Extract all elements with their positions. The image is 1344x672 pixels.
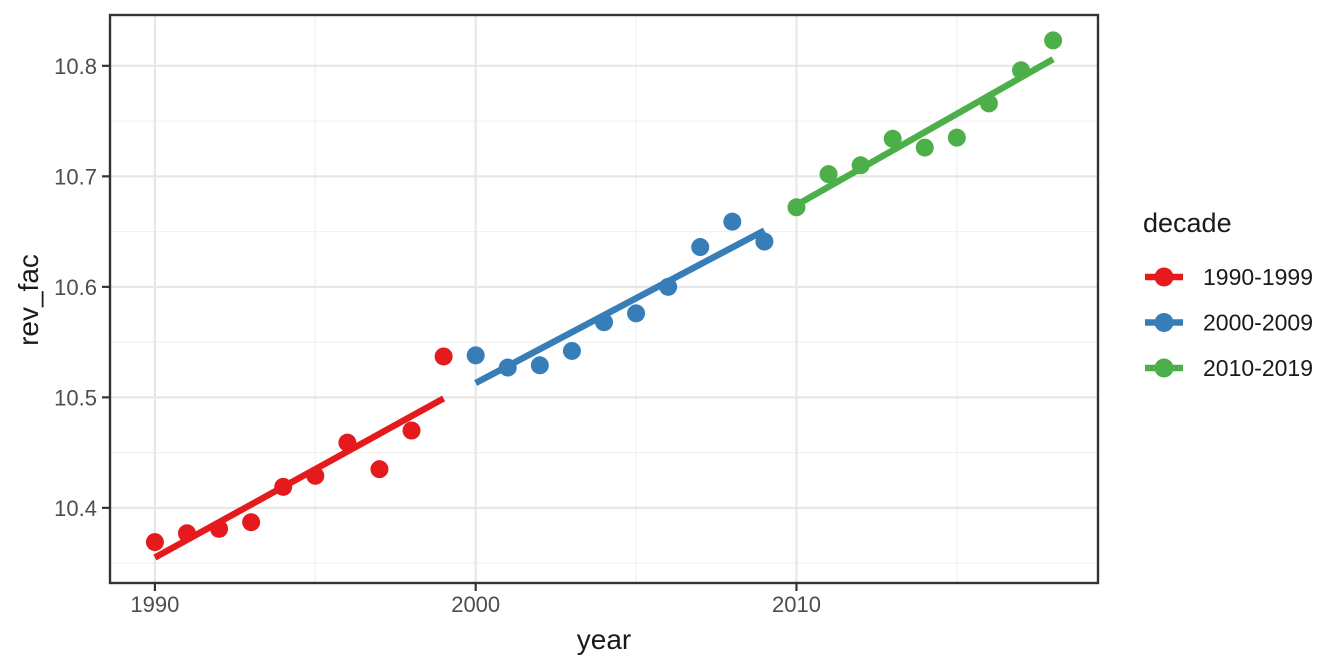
legend-item-2000-2009: 2000-2009 — [1145, 310, 1313, 336]
data-point-1990-1999-1999 — [434, 347, 453, 366]
data-point-2000-2009-2005 — [627, 304, 646, 323]
legend-label-2000-2009: 2000-2009 — [1203, 310, 1313, 336]
series-1990-1999 — [145, 347, 453, 561]
data-point-2010-2019-2013 — [883, 129, 902, 148]
data-point-2000-2009-2009 — [755, 232, 774, 251]
data-point-2000-2009-2003 — [562, 341, 581, 360]
panel-border — [108, 13, 1100, 585]
y-axis-title: rev_fac — [13, 254, 44, 346]
y-tick-label-10.5: 10.5 — [54, 385, 97, 410]
y-tick-label-10.6: 10.6 — [54, 275, 97, 300]
data-point-2010-2019-2015 — [947, 128, 966, 147]
series-2010-2019 — [787, 31, 1063, 217]
data-point-2000-2009-2008 — [723, 212, 742, 231]
data-point-2010-2019-2011 — [819, 165, 838, 184]
data-point-2010-2019-2017 — [1012, 61, 1031, 80]
trend-line-2010-2019 — [794, 56, 1055, 208]
data-point-1990-1999-1990 — [145, 533, 164, 552]
y-tick-label-10.8: 10.8 — [54, 54, 97, 79]
legend-key-point-1990-1999 — [1154, 267, 1174, 287]
series-2000-2009 — [466, 212, 774, 386]
data-point-2000-2009-2007 — [691, 238, 710, 257]
data-point-1990-1999-1994 — [274, 477, 293, 496]
data-point-1990-1999-1995 — [306, 466, 325, 485]
y-tick-label-10.7: 10.7 — [54, 164, 97, 189]
legend-key-point-2000-2009 — [1154, 313, 1174, 332]
data-point-1990-1999-1993 — [242, 513, 261, 532]
data-point-2000-2009-2000 — [466, 346, 485, 365]
trend-line-1990-1999 — [153, 395, 446, 561]
legend-label-1990-1999: 1990-1999 — [1203, 264, 1313, 290]
legend-key-point-2010-2019 — [1154, 358, 1174, 378]
legend-label-2010-2019: 2010-2019 — [1203, 355, 1313, 381]
data-point-1990-1999-1997 — [370, 460, 389, 479]
x-tick-label-2010: 2010 — [772, 592, 821, 617]
data-point-2000-2009-2004 — [595, 313, 613, 332]
data-point-1990-1999-1996 — [338, 433, 357, 452]
data-point-2010-2019-2014 — [915, 138, 934, 157]
legend: decade 1990-1999 2000-2009 2010-2019 — [1143, 208, 1313, 381]
data-point-1990-1999-1992 — [210, 519, 229, 538]
data-point-2010-2019-2010 — [787, 198, 806, 217]
x-axis-title: year — [577, 624, 631, 655]
data-point-2010-2019-2018 — [1044, 31, 1063, 50]
legend-title: decade — [1143, 208, 1232, 238]
x-tick-label-1990: 1990 — [130, 592, 179, 617]
data-point-2000-2009-2006 — [659, 277, 678, 296]
data-point-2000-2009-2002 — [530, 356, 549, 375]
data-point-1990-1999-1991 — [177, 524, 196, 543]
legend-item-1990-1999: 1990-1999 — [1145, 264, 1313, 290]
data-point-2000-2009-2001 — [498, 358, 517, 377]
data-point-1990-1999-1998 — [402, 421, 421, 440]
x-tick-label-2000: 2000 — [451, 592, 500, 617]
y-tick-label-10.4: 10.4 — [54, 496, 97, 521]
data-point-2010-2019-2012 — [851, 156, 870, 175]
data-point-2010-2019-2016 — [979, 94, 998, 113]
legend-item-2010-2019: 2010-2019 — [1145, 355, 1313, 381]
trend-line-2000-2009 — [474, 227, 766, 386]
